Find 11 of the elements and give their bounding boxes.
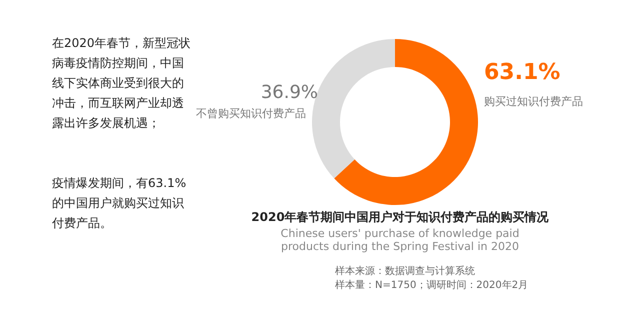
slice-label: 购买过知识付费产品: [484, 95, 583, 108]
text: 样本来源：数据调查与计算系统: [335, 265, 475, 277]
text: 2020年春节期间中国用户对于知识付费产品的购买情况: [251, 210, 550, 224]
text: Chinese users' purchase of knowledge paid products during the Spring Festival in 2020: [280, 227, 520, 253]
donut-slice: [334, 39, 478, 205]
text: 在2020年春节，新型冠状病毒疫情防控期间，中国线下实体商业受到很大的冲击，而互联网产业却透露出许多发展机遇；: [52, 36, 191, 130]
slice-label: 不曾购买知识付费产品: [196, 107, 306, 120]
data-label: 63.1%: [484, 60, 560, 85]
text: 疫情爆发期间，有63.1%的中国用户就购买过知识付费产品。: [51, 176, 186, 230]
text: 样本量：N=1750；调研时间：2020年2月: [335, 279, 528, 291]
data-label: 36.9%: [260, 82, 318, 103]
